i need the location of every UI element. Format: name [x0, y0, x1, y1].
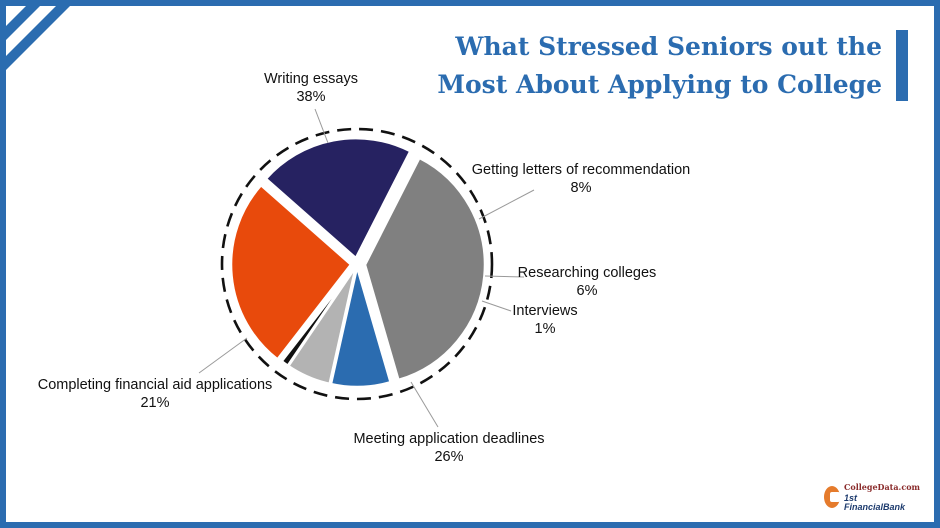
logo-line-2: 1st FinancialBank: [843, 492, 906, 512]
pie-slice-meeting-application-deadlines: [229, 183, 353, 362]
pie-dashed-ring: [220, 127, 494, 401]
slice-value-getting-letters-of-recommendation: 8%: [571, 180, 592, 196]
chart-title: What Stressed Seniors out the Most About…: [437, 28, 882, 104]
collegedata-logo-icon: [824, 486, 840, 508]
leader-line-interviews: [481, 300, 512, 312]
pie-slice-writing-essays: [363, 156, 487, 382]
pie-slice-completing-financial-aid-applications: [264, 136, 413, 261]
slice-value-researching-colleges: 6%: [577, 283, 598, 299]
collegedata-logo: CollegeData.com 1st FinancialBank: [824, 481, 920, 512]
slice-value-writing-essays: 38%: [296, 89, 325, 105]
pie-chart: Writing essays 38% Getting letters of reco…: [38, 71, 690, 465]
slice-value-meeting-application-deadlines: 26%: [434, 449, 463, 465]
leader-line-writing-essays: [314, 108, 329, 144]
slice-value-completing-financial-aid-applications: 21%: [140, 395, 169, 411]
slice-label-writing-essays: Writing essays: [264, 71, 358, 87]
leader-line-getting-letters-of-recommendation: [478, 189, 535, 220]
leader-line-researching-colleges: [484, 275, 525, 278]
leader-line-meeting-application-deadlines: [410, 381, 439, 428]
title-accent-bar: [896, 30, 908, 101]
chart-title-line-1: What Stressed Seniors out the: [455, 32, 882, 61]
leader-line-completing-financial-aid-applications: [198, 337, 248, 374]
slice-label-getting-letters-of-recommendation: Getting letters of recommendation: [472, 162, 690, 178]
chart-title-line-2: Most About Applying to College: [437, 70, 882, 99]
slice-label-researching-colleges: Researching colleges: [518, 265, 657, 281]
slice-value-interviews: 1%: [535, 321, 556, 337]
pie-slice-getting-letters-of-recommendation: [329, 266, 393, 389]
slice-label-meeting-application-deadlines: Meeting application deadlines: [353, 431, 544, 447]
slice-label-interviews: Interviews: [512, 303, 577, 319]
pie-slice-interviews: [279, 265, 357, 368]
corner-stripes-decoration: [6, 6, 70, 70]
slice-label-completing-financial-aid-applications: Completing financial aid applications: [38, 377, 273, 393]
logo-line-1: CollegeData.com: [843, 481, 920, 492]
